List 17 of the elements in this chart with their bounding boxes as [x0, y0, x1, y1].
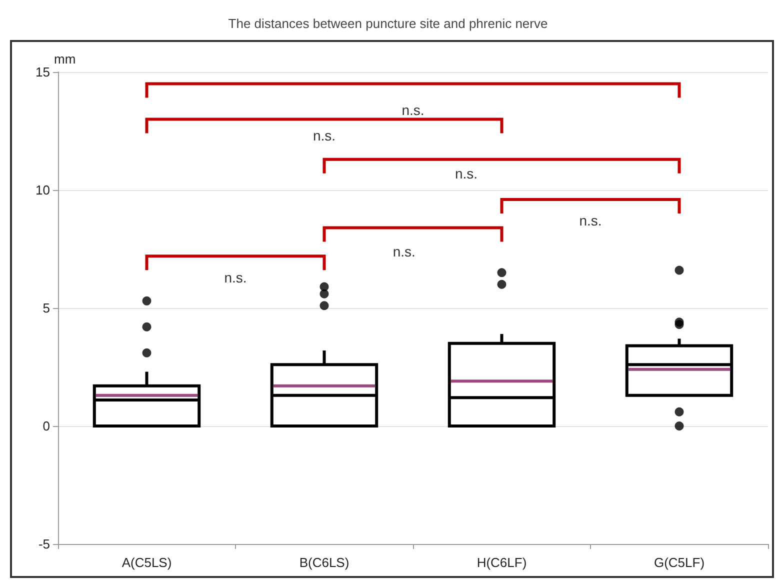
annotation: n.s.: [579, 212, 602, 229]
x-tick-label: H(C6LF): [476, 555, 527, 570]
x-tick-label: A(C5LS): [122, 555, 172, 570]
annotation: n.s.: [312, 128, 336, 144]
annotation: n.s.: [392, 243, 416, 260]
annotation: n.s.: [454, 165, 478, 182]
x-tick-label: B(C6LS): [299, 555, 350, 570]
x-tick-label: G(C5LF): [654, 555, 705, 570]
y-tick-label: 5: [42, 300, 50, 316]
y-tick-label: 0: [42, 418, 50, 434]
y-tick-label: 10: [36, 182, 50, 198]
annotation: n.s.: [402, 102, 424, 118]
y-axis-title: mm: [54, 52, 76, 67]
chart-title: The distances between puncture site and phrenic nerve: [228, 16, 548, 31]
y-tick-label: 15: [36, 64, 50, 80]
y-tick-label: -5: [38, 536, 50, 552]
annotation: n.s.: [224, 269, 247, 286]
